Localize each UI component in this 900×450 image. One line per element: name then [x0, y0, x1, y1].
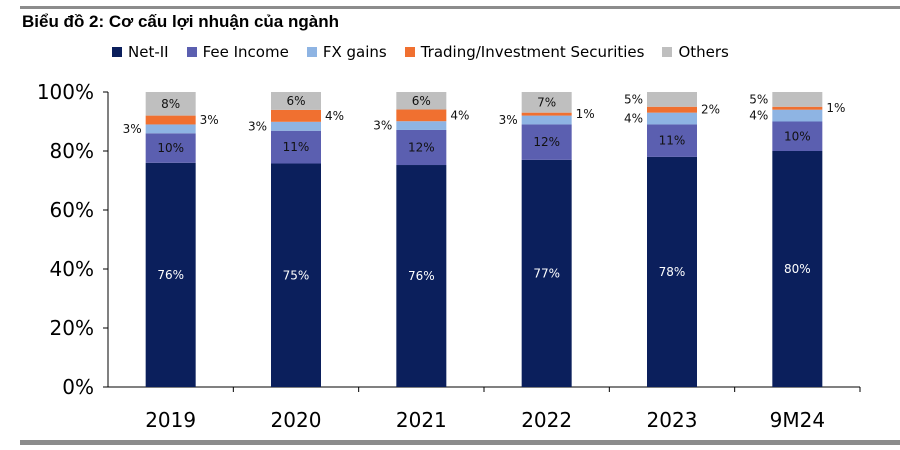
- x-tick-label: 9M24: [770, 408, 825, 432]
- data-label: 3%: [123, 122, 142, 136]
- legend-item: Trading/Investment Securities: [404, 43, 645, 61]
- data-label: 12%: [408, 140, 435, 154]
- data-label: 77%: [533, 266, 560, 280]
- data-label: 10%: [784, 129, 811, 143]
- legend-swatch: [404, 47, 415, 57]
- bar-segment: [145, 92, 196, 116]
- chart-title: Biểu đồ 2: Cơ cấu lợi nhuận của ngành: [22, 12, 339, 31]
- data-label: 5%: [749, 92, 768, 106]
- bar-segment: [271, 109, 321, 122]
- data-label: 6%: [286, 94, 305, 108]
- bar-segment: [271, 163, 321, 387]
- bar-segment: [396, 121, 447, 130]
- bar-segment: [521, 92, 572, 113]
- data-label: 4%: [450, 108, 469, 122]
- bar-segment: [271, 121, 321, 131]
- data-label: 6%: [412, 94, 431, 108]
- bar-segment: [521, 124, 572, 160]
- bar-segment: [396, 165, 447, 387]
- legend-label: FX gains: [322, 43, 387, 61]
- legend-label: Fee Income: [202, 43, 289, 61]
- y-tick-label: 0%: [62, 375, 94, 399]
- legend-label: Net-II: [128, 43, 169, 61]
- bar-segment: [647, 106, 697, 113]
- x-tick-label: 2019: [145, 408, 196, 432]
- bar-segment: [647, 92, 697, 107]
- y-tick-label: 60%: [50, 198, 94, 222]
- x-tick-label: 2022: [521, 408, 572, 432]
- data-label: 80%: [784, 262, 811, 276]
- data-label: 2%: [701, 103, 720, 117]
- data-label: 12%: [533, 135, 560, 149]
- legend-swatch: [306, 47, 317, 57]
- bar-segment: [521, 112, 572, 116]
- data-label: 1%: [576, 107, 595, 121]
- bar-segment: [521, 115, 572, 125]
- bar-segment: [772, 151, 823, 387]
- x-tick-label: 2020: [271, 408, 322, 432]
- y-tick-label: 20%: [50, 316, 94, 340]
- legend-item: Others: [662, 43, 729, 61]
- data-label: 4%: [624, 112, 643, 126]
- legend-label: Others: [678, 43, 729, 61]
- bar-segment: [271, 130, 321, 164]
- data-label: 7%: [537, 95, 556, 109]
- bar-segment: [647, 124, 697, 157]
- data-label: 4%: [749, 109, 768, 123]
- data-label: 3%: [200, 113, 219, 127]
- legend-swatch: [186, 47, 197, 57]
- bar-segment: [271, 92, 321, 110]
- legend-item: Net-II: [112, 43, 169, 61]
- data-label: 78%: [659, 265, 686, 279]
- x-tick-label: 2021: [396, 408, 447, 432]
- bar-segment: [647, 156, 697, 387]
- data-label: 1%: [826, 101, 845, 115]
- data-label: 3%: [499, 113, 518, 127]
- data-label: 76%: [157, 268, 184, 282]
- data-label: 76%: [408, 269, 435, 283]
- legend-label: Trading/Investment Securities: [420, 43, 645, 61]
- legend-item: Fee Income: [186, 43, 289, 61]
- legend-swatch: [662, 47, 673, 57]
- bar-segment: [772, 109, 823, 122]
- bar-segment: [145, 124, 196, 134]
- bar-segment: [145, 162, 196, 387]
- data-label: 11%: [283, 140, 310, 154]
- data-label: 10%: [157, 141, 184, 155]
- bar-segment: [396, 129, 447, 166]
- bottom-rule: [20, 440, 900, 445]
- data-label: 4%: [325, 109, 344, 123]
- data-label: 5%: [624, 92, 643, 106]
- data-label: 75%: [283, 268, 310, 282]
- data-label: 8%: [161, 97, 180, 111]
- y-tick-label: 100%: [37, 80, 94, 104]
- legend-swatch: [112, 47, 122, 57]
- bar-segment: [396, 92, 447, 110]
- y-tick-label: 80%: [50, 139, 94, 163]
- bar-segment: [145, 133, 196, 163]
- bar-segment: [647, 112, 697, 125]
- legend: Net-II Fee Income FX gains Trading/Investme…: [112, 43, 729, 61]
- bar-segment: [521, 159, 572, 387]
- top-rule: [20, 6, 900, 9]
- x-tick-label: 2023: [647, 408, 698, 432]
- bar-segment: [772, 106, 823, 110]
- data-label: 3%: [373, 119, 392, 133]
- bar-segment: [145, 115, 196, 125]
- legend-item: FX gains: [306, 43, 387, 61]
- data-label: 11%: [659, 134, 686, 148]
- data-label: 3%: [248, 119, 267, 133]
- bar-segment: [772, 92, 823, 107]
- bar-segment: [772, 121, 823, 151]
- bar-segment: [396, 109, 447, 122]
- y-tick-label: 40%: [50, 257, 94, 281]
